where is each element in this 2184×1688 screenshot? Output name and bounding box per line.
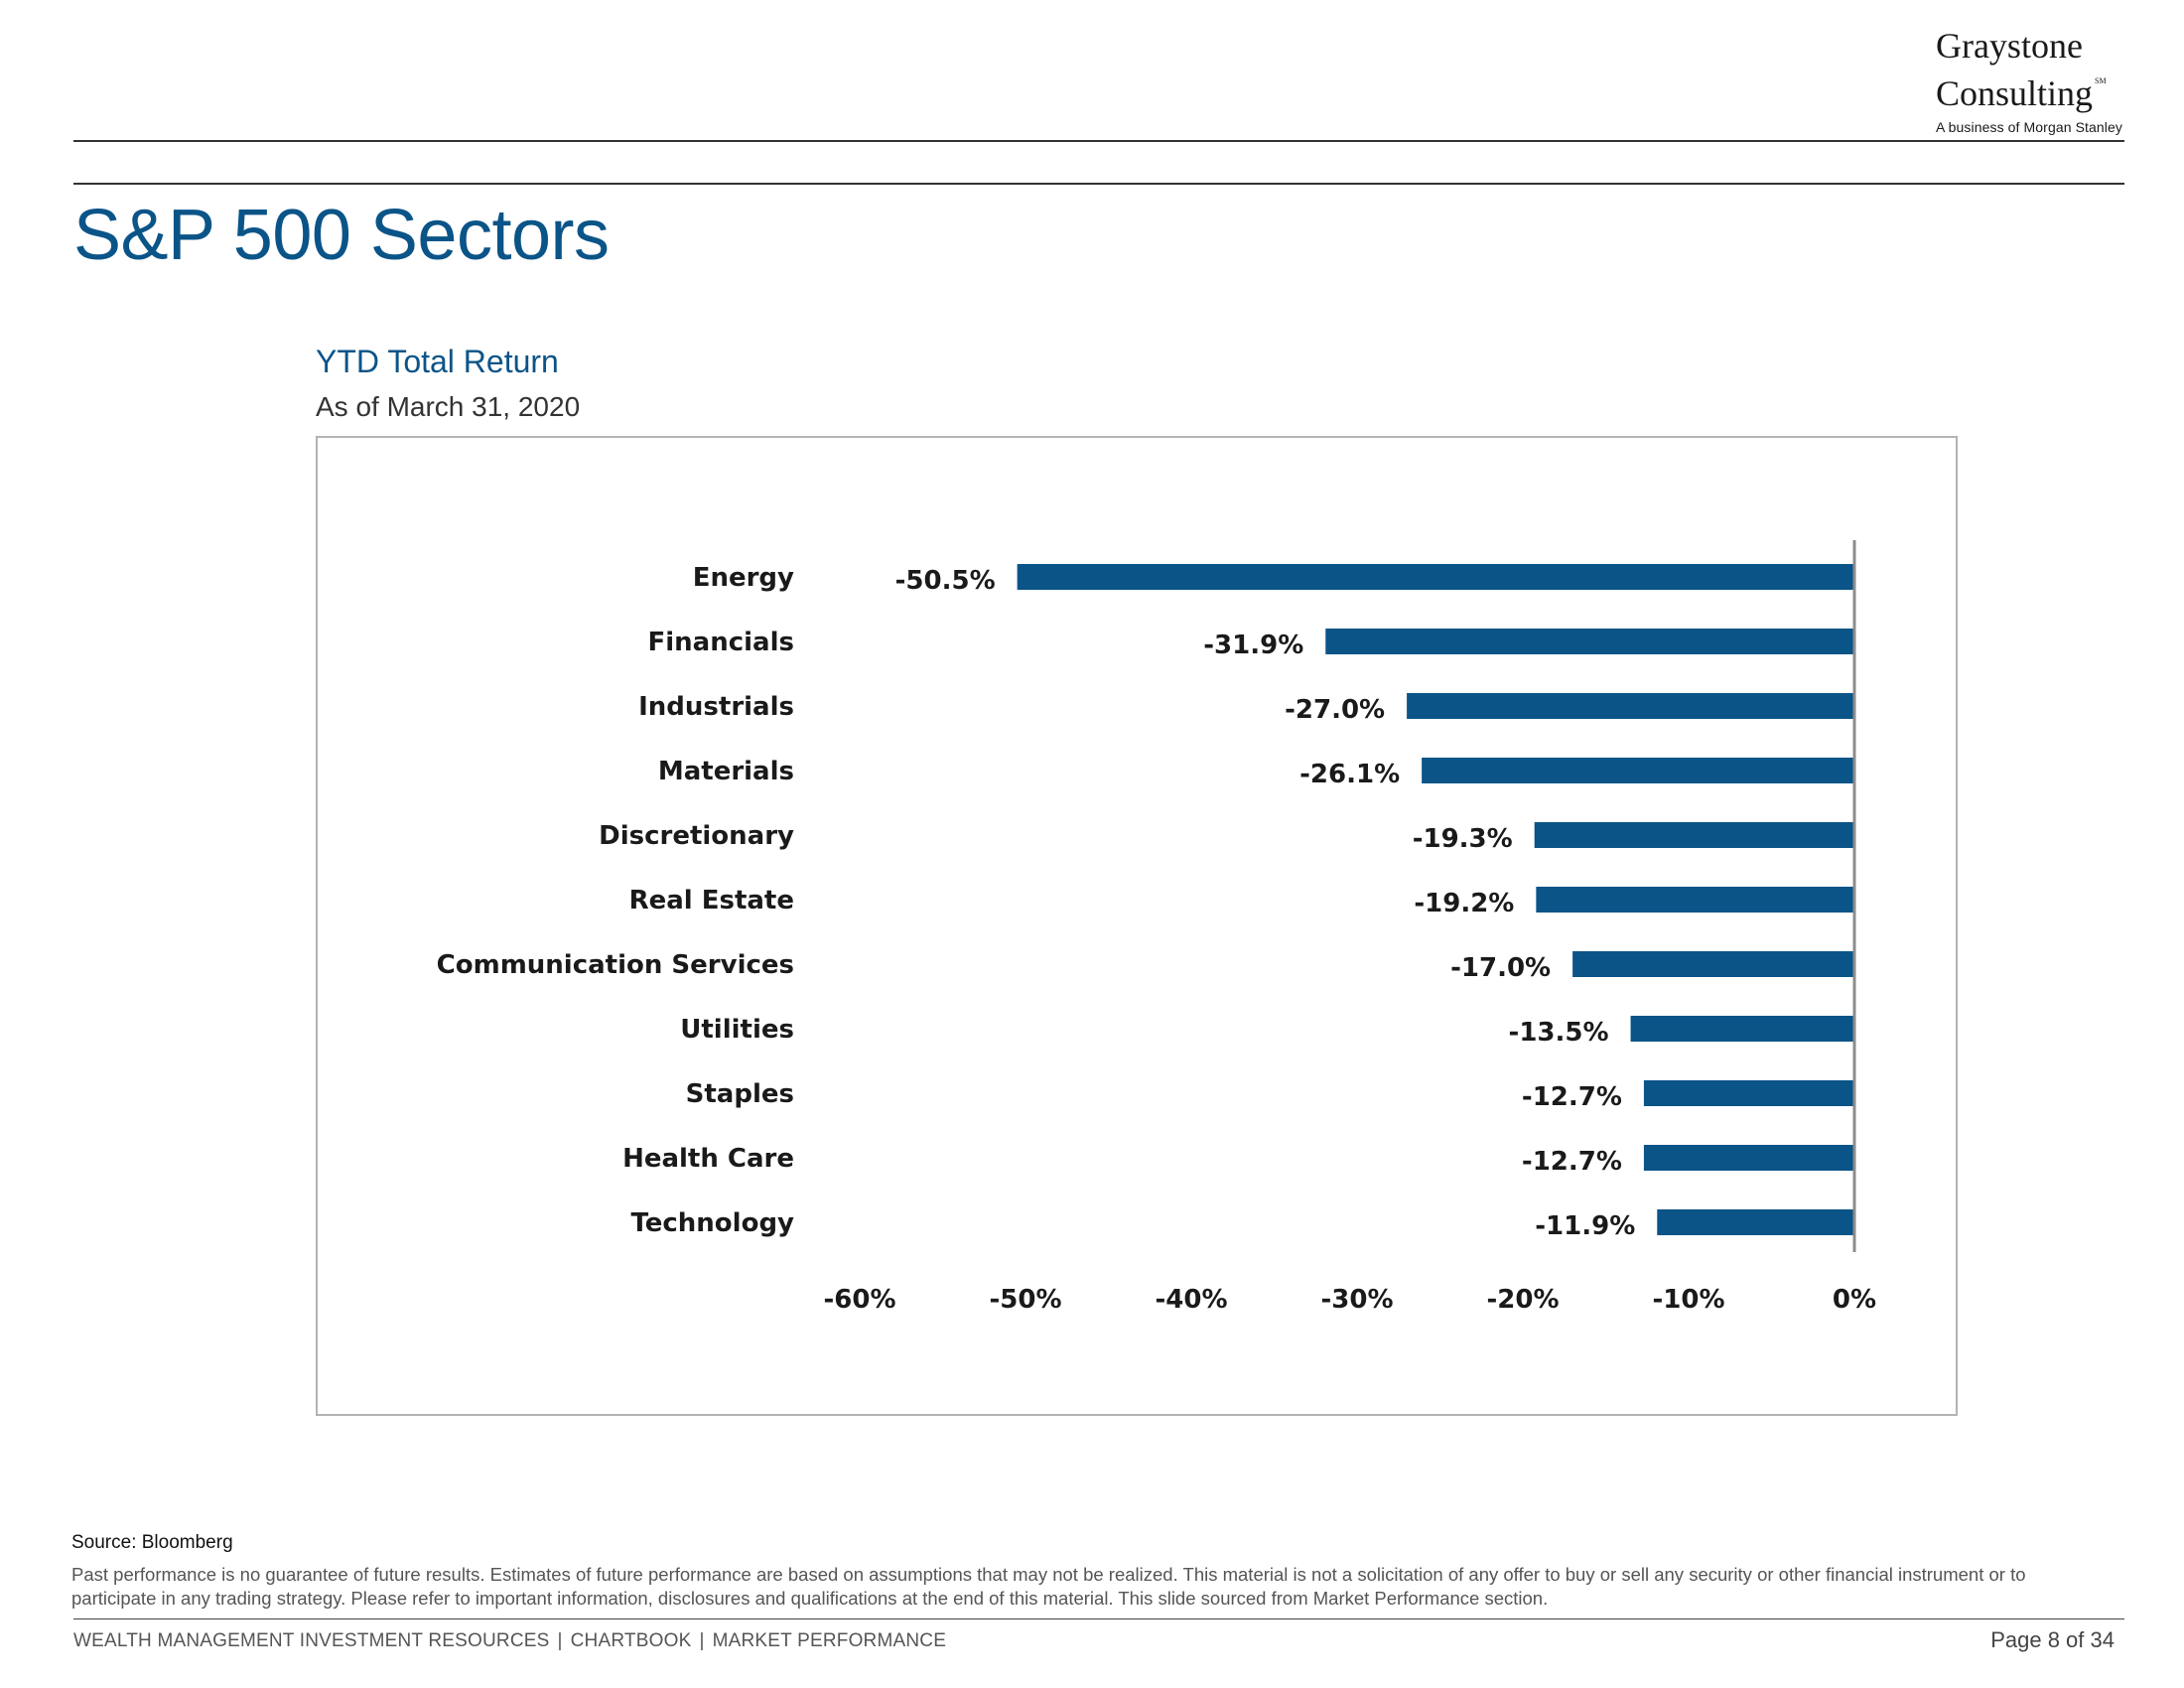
data-label-communication-services: -17.0% [1450, 953, 1551, 983]
category-label-financials: Financials [648, 628, 795, 657]
data-label-staples: -12.7% [1522, 1082, 1622, 1112]
sector-return-bar-chart: Energy -50.5% Financials -31.9% Industrials -… [437, 540, 1876, 1315]
x-tick-label: -50% [989, 1285, 1061, 1315]
category-label-materials: Materials [658, 757, 794, 786]
header-rule-bottom [73, 183, 2124, 185]
category-label-discretionary: Discretionary [599, 821, 794, 851]
category-label-real-estate: Real Estate [629, 886, 794, 915]
header-rule-top [73, 140, 2124, 142]
data-label-financials: -31.9% [1203, 631, 1303, 660]
bar-communication-services [1572, 951, 1854, 977]
page-number: Page 8 of 34 [1990, 1627, 2115, 1652]
category-label-health-care: Health Care [622, 1144, 794, 1174]
chart-subtitle: As of March 31, 2020 [316, 391, 581, 422]
bar-industrials [1407, 693, 1854, 719]
bar-technology [1657, 1209, 1854, 1235]
data-label-real-estate: -19.2% [1414, 889, 1514, 918]
data-label-technology: -11.9% [1535, 1211, 1635, 1241]
logo-tagline: A business of Morgan Stanley [1935, 119, 2122, 135]
logo-line-2-text: Consulting [1935, 73, 2093, 113]
x-tick-label: -20% [1486, 1285, 1559, 1315]
category-label-technology: Technology [630, 1208, 794, 1238]
bar-energy [1017, 564, 1854, 590]
bar-real-estate [1536, 887, 1854, 913]
bar-health-care [1643, 1145, 1854, 1171]
footer-item-market-performance: MARKET PERFORMANCE [712, 1630, 947, 1651]
category-label-communication-services: Communication Services [437, 950, 794, 980]
logo-line-2: Consulting SM [1936, 64, 2122, 111]
footer-rule [73, 1618, 2124, 1619]
data-label-materials: -26.1% [1299, 760, 1400, 789]
x-tick-label: -60% [823, 1285, 895, 1315]
footer-separator: | [699, 1630, 705, 1651]
data-label-utilities: -13.5% [1509, 1018, 1609, 1048]
chart-title: YTD Total Return [316, 344, 559, 379]
footer-item-chartbook: CHARTBOOK [570, 1630, 692, 1651]
data-label-discretionary: -19.3% [1413, 824, 1513, 854]
data-label-health-care: -12.7% [1522, 1147, 1622, 1177]
footer-item-wealth-management: WEALTH MANAGEMENT INVESTMENT RESOURCES [73, 1630, 550, 1651]
disclaimer: Past performance is no guarantee of futu… [71, 1564, 2026, 1609]
bar-discretionary [1534, 822, 1854, 848]
footer-breadcrumb: WEALTH MANAGEMENT INVESTMENT RESOURCES | C… [73, 1630, 946, 1652]
category-label-energy: Energy [693, 563, 794, 593]
category-label-utilities: Utilities [680, 1015, 794, 1045]
data-label-industrials: -27.0% [1285, 695, 1385, 725]
category-label-industrials: Industrials [638, 692, 794, 722]
x-tick-label: -30% [1320, 1285, 1393, 1315]
chart-frame: Energy -50.5% Financials -31.9% Industrials -… [316, 436, 1958, 1416]
logo-line-1: Graystone [1935, 26, 2083, 66]
bar-staples [1643, 1080, 1854, 1106]
page-title: S&P 500 Sectors [73, 196, 610, 275]
x-tick-label: -10% [1652, 1285, 1724, 1315]
graystone-logo: Graystone Consulting SM A business of Mor… [1936, 28, 2122, 135]
bar-utilities [1630, 1016, 1854, 1042]
category-label-staples: Staples [686, 1079, 794, 1109]
footer-separator: | [557, 1630, 563, 1651]
x-tick-label: -40% [1155, 1285, 1227, 1315]
x-tick-label: 0% [1833, 1285, 1876, 1315]
source-note: Source: Bloomberg [71, 1532, 233, 1553]
bar-materials [1422, 758, 1854, 783]
service-mark: SM [2095, 76, 2107, 85]
data-label-energy: -50.5% [895, 566, 996, 596]
bar-financials [1325, 629, 1854, 654]
